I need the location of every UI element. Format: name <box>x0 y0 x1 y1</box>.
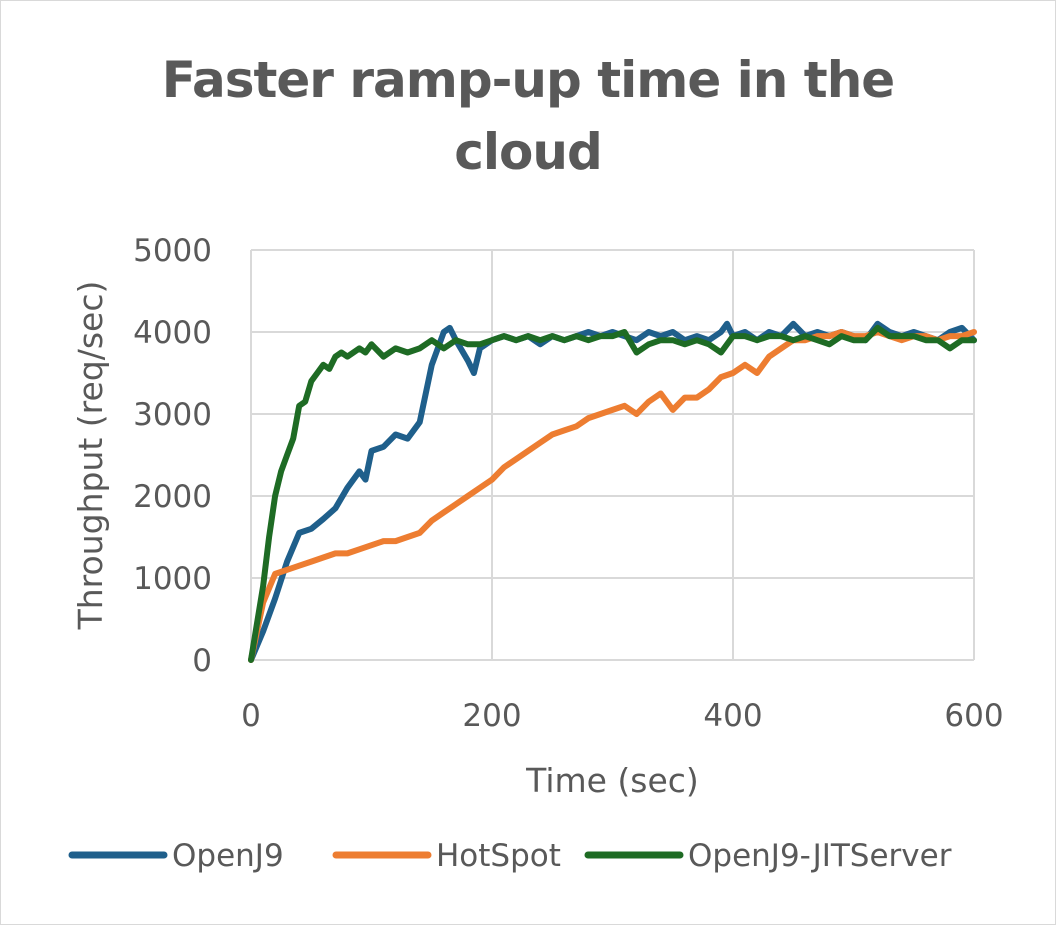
series-line-hotspot <box>248 329 977 663</box>
y-tick-label: 4000 <box>133 315 212 351</box>
x-tick-label: 600 <box>944 698 1003 734</box>
series-lines <box>248 320 977 663</box>
y-tick-label: 3000 <box>133 397 212 433</box>
series-line-openj9-jitserver <box>248 324 977 663</box>
chart-title: Faster ramp-up time in the cloud <box>161 51 895 181</box>
x-axis-title: Time (sec) <box>525 761 699 800</box>
series-line-openj9 <box>248 320 977 663</box>
y-tick-label: 1000 <box>133 561 212 597</box>
legend-label: OpenJ9 <box>172 838 284 874</box>
x-tick-label: 0 <box>241 698 261 734</box>
legend-label: OpenJ9-JITServer <box>688 838 952 874</box>
legend: OpenJ9 HotSpot OpenJ9-JITServer <box>68 838 952 874</box>
y-tick-label: 5000 <box>133 233 212 269</box>
y-tick-label: 0 <box>192 643 212 679</box>
x-tick-label: 400 <box>703 698 762 734</box>
x-tick-label: 200 <box>462 698 521 734</box>
y-axis-title: Throughput (req/sec) <box>71 281 110 631</box>
legend-label: HotSpot <box>436 838 561 874</box>
tick-labels: 0 1000 2000 3000 4000 5000 0 200 400 600 <box>133 233 1003 734</box>
gridlines <box>250 249 975 661</box>
y-tick-label: 2000 <box>133 479 212 515</box>
